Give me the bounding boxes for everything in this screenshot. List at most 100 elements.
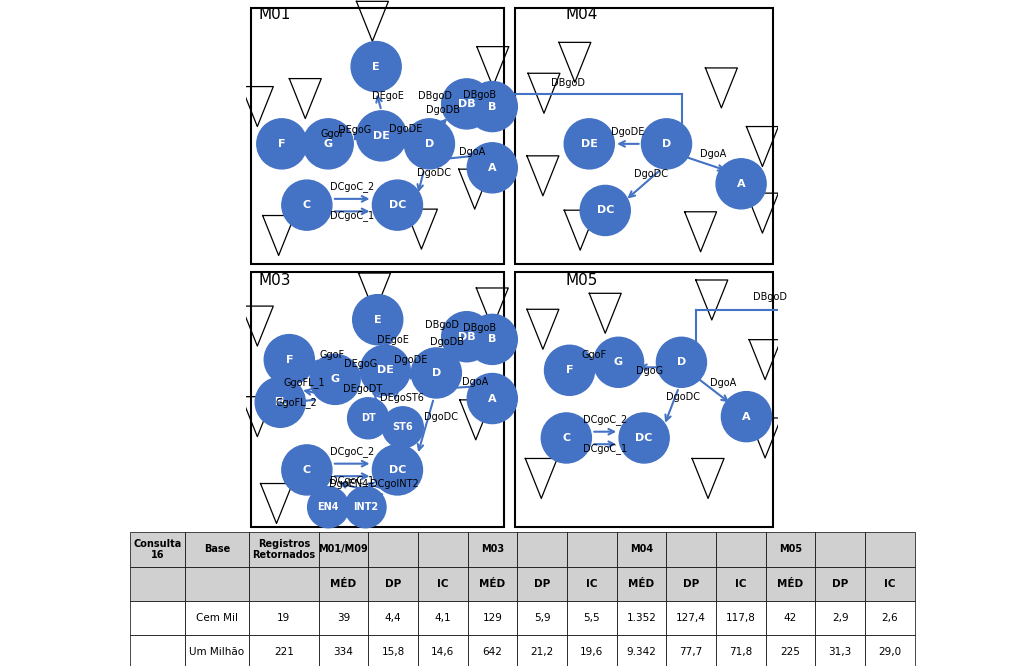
Text: D: D [432,368,441,378]
Text: D: D [677,357,686,368]
Text: DC: DC [389,200,407,210]
Text: DBgoD: DBgoD [754,292,787,302]
Text: DBgoB: DBgoB [463,323,496,333]
Circle shape [721,392,771,442]
Text: DBgoB: DBgoB [463,90,496,100]
Circle shape [441,79,492,129]
Text: DE: DE [373,131,390,141]
FancyBboxPatch shape [515,8,773,264]
Circle shape [303,119,353,169]
Circle shape [310,354,360,404]
Text: DCgoC_1: DCgoC_1 [584,443,628,454]
Text: A: A [742,412,751,422]
Circle shape [641,119,691,169]
Text: DEgoE: DEgoE [372,91,403,101]
Text: GgoFL_1: GgoFL_1 [284,377,325,388]
Text: DEgoST6: DEgoST6 [380,393,424,403]
Text: F: F [566,365,573,376]
Circle shape [656,337,707,388]
Text: DCgoC_2: DCgoC_2 [330,182,375,192]
Text: M05: M05 [565,273,598,288]
Text: DEgoG: DEgoG [338,125,372,135]
Text: DgoDC: DgoDC [635,169,669,179]
Circle shape [307,487,349,527]
FancyBboxPatch shape [251,272,504,527]
Text: C: C [303,465,311,475]
Circle shape [257,119,307,169]
Text: G: G [331,374,340,384]
Circle shape [264,334,314,385]
Text: EN4: EN4 [317,502,339,512]
Text: DE: DE [377,365,393,376]
Circle shape [467,143,517,193]
Text: DgoDC: DgoDC [424,412,458,422]
Circle shape [373,445,423,495]
Text: DgoDB: DgoDB [426,105,460,115]
Text: INT2: INT2 [353,502,378,512]
Text: B: B [488,101,497,112]
Text: DgoDE: DgoDE [611,127,644,137]
Circle shape [467,81,517,132]
Text: B: B [488,334,497,344]
Text: GgoF: GgoF [319,350,345,360]
Text: DEgoE: DEgoE [377,335,409,345]
Circle shape [620,413,669,463]
Circle shape [467,374,517,424]
Text: DBgoD: DBgoD [551,77,585,87]
Circle shape [351,41,401,92]
Text: M03: M03 [259,273,292,288]
Text: DgoDE: DgoDE [394,355,427,365]
Circle shape [382,407,423,448]
Text: A: A [737,178,745,189]
Text: DCgoC_1: DCgoC_1 [330,475,374,486]
Text: DgoDE: DgoDE [389,124,422,134]
Text: DC: DC [636,433,653,443]
Text: DC: DC [597,205,614,216]
Text: E: E [373,61,380,72]
Text: DCgoC_2: DCgoC_2 [583,414,628,426]
Text: DBgoD: DBgoD [418,91,452,101]
Circle shape [356,111,407,161]
Circle shape [542,413,592,463]
Text: G: G [324,139,333,149]
Text: DB: DB [458,99,475,109]
Text: C: C [562,433,570,443]
Circle shape [564,119,614,169]
Circle shape [412,348,462,398]
Text: DEgoDT: DEgoDT [343,384,382,394]
FancyBboxPatch shape [251,8,504,264]
Circle shape [581,185,631,236]
Circle shape [373,180,423,230]
Circle shape [716,159,766,209]
Text: F: F [279,139,286,149]
Text: GgoF: GgoF [321,129,345,139]
Circle shape [404,119,455,169]
Circle shape [545,345,595,396]
Text: DCgoC_2: DCgoC_2 [330,446,375,458]
Text: C: C [303,200,311,210]
Text: DB: DB [458,332,475,342]
Text: D: D [662,139,671,149]
Text: DC: DC [389,465,407,475]
Text: DE: DE [581,139,598,149]
Text: DgoDC: DgoDC [417,168,452,178]
Text: D: D [425,139,434,149]
Text: GgoF: GgoF [582,350,606,360]
Text: DBgoD: DBgoD [425,320,459,330]
Circle shape [345,487,386,527]
Text: DgoA: DgoA [711,378,736,388]
Text: M04: M04 [565,7,598,22]
Circle shape [441,312,492,362]
Text: GgoFL_2: GgoFL_2 [275,398,317,408]
Circle shape [467,314,517,364]
Text: DgoA: DgoA [459,147,484,157]
Text: DgoDB: DgoDB [430,337,464,347]
Text: FL: FL [273,397,287,408]
Text: F: F [286,354,293,365]
Circle shape [282,445,332,495]
Text: ST6: ST6 [392,422,413,432]
Circle shape [360,345,411,396]
Text: DT: DT [360,413,376,424]
Text: DEgoG: DEgoG [343,360,377,370]
Text: E: E [374,314,382,325]
